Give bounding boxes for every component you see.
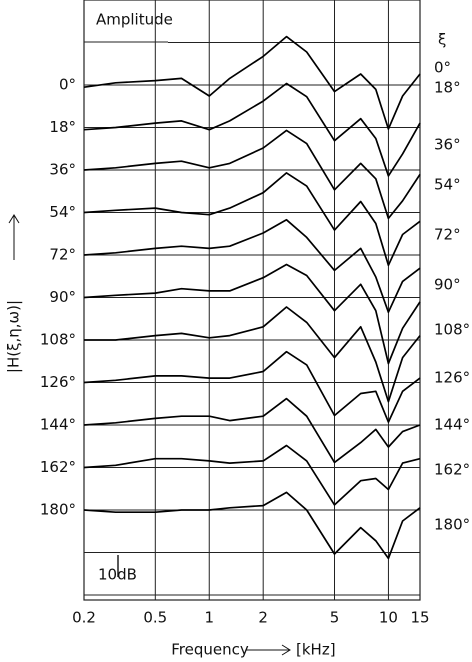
series-label-right: 0° (434, 59, 451, 77)
series-label-right: 90° (434, 276, 461, 294)
x-axis-label: Frequency (171, 641, 249, 659)
series-label-right: 54° (434, 176, 461, 194)
curve (83, 82, 421, 177)
series-label-left: 54° (49, 203, 76, 221)
x-tick-label: 0.2 (72, 609, 96, 627)
series-label-left: 18° (49, 118, 76, 136)
curve (83, 350, 421, 423)
curve (83, 397, 421, 464)
series-label-left: 36° (49, 161, 76, 179)
series-label-left: 90° (49, 288, 76, 306)
y-label-arrow (8, 214, 20, 260)
y-axis-label: |H(ξ,η,ω)| (5, 300, 23, 373)
series-label-left: 0° (59, 76, 76, 94)
scale-bar-label: 10dB (98, 566, 137, 584)
series-label-left: 108° (40, 331, 76, 349)
series-label-right: 36° (434, 136, 461, 154)
x-tick-label: 2 (258, 609, 268, 627)
curve (83, 172, 421, 267)
x-tick-label: 10 (379, 609, 398, 627)
chart-title: Amplitude (96, 11, 173, 29)
curve (83, 491, 421, 560)
series-label: ξ (438, 31, 446, 49)
curve (83, 444, 421, 506)
curve (83, 129, 421, 220)
series-label-right: 180° (434, 516, 470, 534)
series-label-left: 144° (40, 416, 76, 434)
series-label-left: 72° (49, 246, 76, 264)
x-tick-label: 0.5 (143, 609, 167, 627)
curve (84, 306, 421, 403)
x-label-arrow (246, 644, 291, 656)
series-label-right: 108° (434, 321, 470, 339)
curve (83, 218, 421, 314)
series-label-left: 126° (40, 373, 76, 391)
curve (83, 263, 421, 365)
series-label-right: 144° (434, 416, 470, 434)
x-axis-unit: [kHz] (296, 641, 336, 659)
series-label-left: 180° (40, 501, 76, 519)
series-label-right: 126° (434, 369, 470, 387)
series-label-right: 18° (434, 79, 461, 97)
x-tick-label: 5 (330, 609, 340, 627)
series-label-right: 162° (434, 461, 470, 479)
curve (83, 35, 421, 130)
x-tick-label: 15 (410, 609, 429, 627)
series-label-right: 72° (434, 226, 461, 244)
series-label-left: 162° (40, 458, 76, 476)
x-tick-label: 1 (204, 609, 214, 627)
